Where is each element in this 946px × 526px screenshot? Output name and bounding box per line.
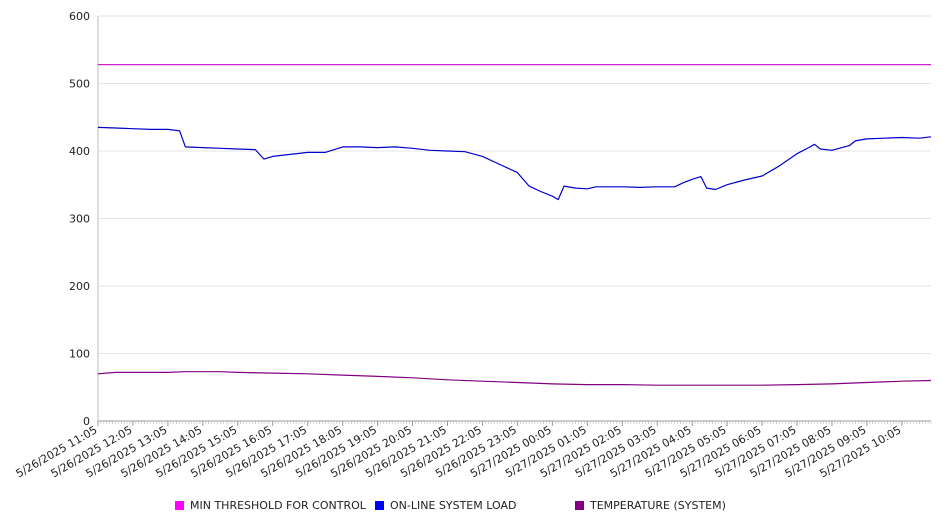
y-tick-label: 300	[69, 213, 90, 226]
y-tick-label: 400	[69, 145, 90, 158]
legend-label-temperature: TEMPERATURE (SYSTEM)	[590, 498, 726, 512]
y-tick-label: 600	[69, 10, 90, 23]
legend-label-online-system-load: ON-LINE SYSTEM LOAD	[390, 498, 517, 512]
legend-item-min-threshold: MIN THRESHOLD FOR CONTROL	[175, 497, 366, 513]
temperature-line	[97, 371, 932, 386]
y-tick-label: 200	[69, 280, 90, 293]
legend-label-min-threshold: MIN THRESHOLD FOR CONTROL	[190, 498, 366, 512]
online-system-load-line	[97, 126, 932, 201]
legend-swatch-online-system-load	[375, 500, 384, 510]
legend-swatch-temperature	[575, 500, 584, 510]
legend-item-temperature: TEMPERATURE (SYSTEM)	[575, 497, 726, 513]
y-tick-label: 100	[69, 348, 90, 361]
legend-item-online-system-load: ON-LINE SYSTEM LOAD	[375, 497, 516, 513]
legend-swatch-min-threshold	[175, 500, 184, 510]
chart-legend: MIN THRESHOLD FOR CONTROL ON-LINE SYSTEM…	[0, 497, 946, 515]
y-tick-label: 500	[69, 78, 90, 91]
y-tick-label: 0	[83, 415, 90, 428]
